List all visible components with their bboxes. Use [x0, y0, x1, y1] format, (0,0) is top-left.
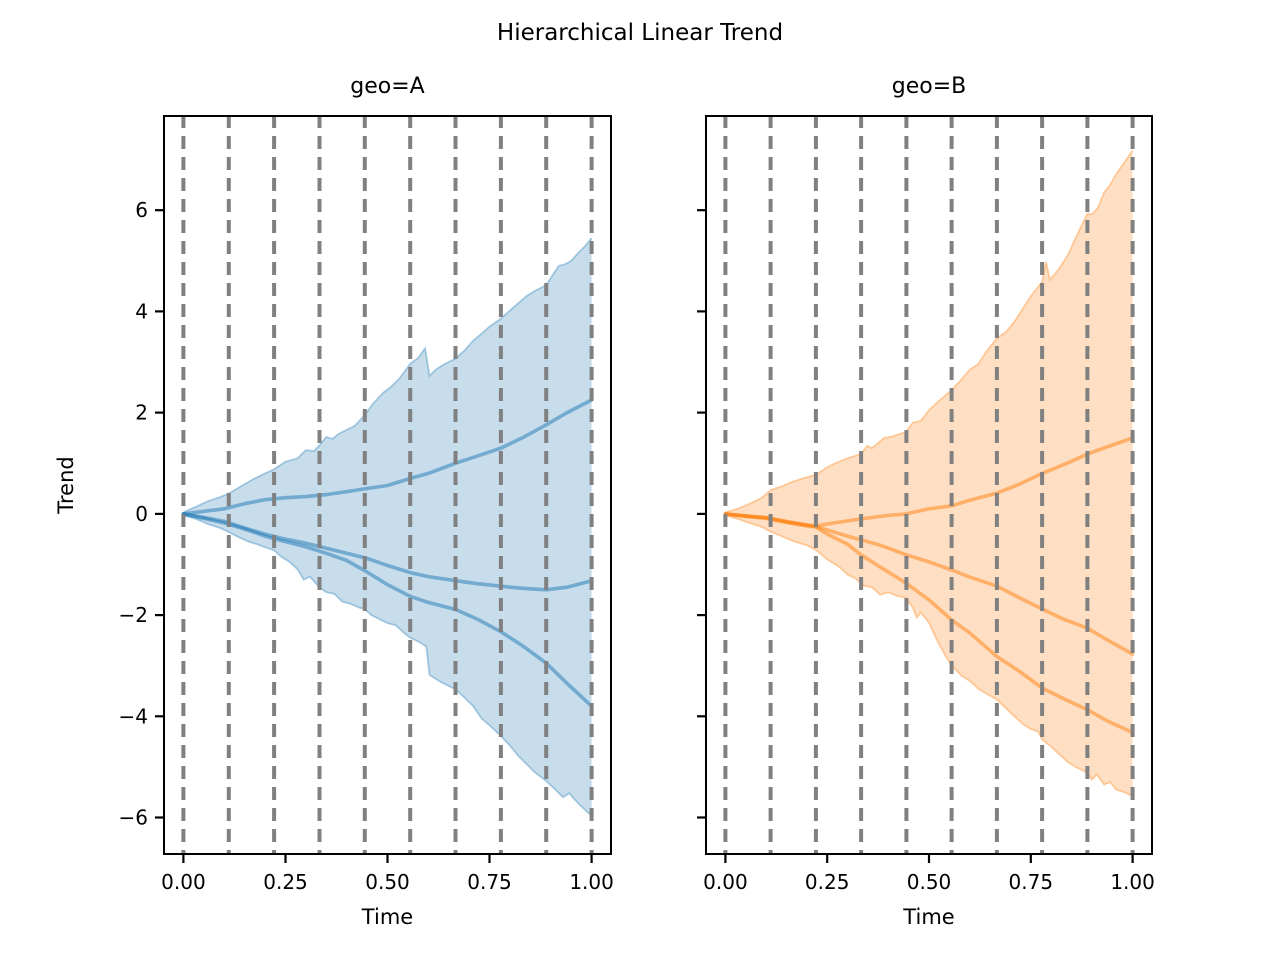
axes-spines	[705, 115, 1153, 855]
y-tick-label: 2	[135, 401, 148, 425]
band-bottom-edge	[725, 514, 1134, 798]
x-tick-label: 0.00	[161, 870, 206, 894]
x-tick-label: 0.75	[1009, 870, 1054, 894]
plot-area-geo-a: 0.00 0.25 0.50 0.75 1.00 6 4 2 0 −2 −4 −6	[119, 115, 614, 894]
plot-area-geo-b: 0.00 0.25 0.50 0.75 1.00	[697, 115, 1155, 894]
x-tick-label: 1.00	[569, 870, 614, 894]
x-tick-label: 0.50	[365, 870, 410, 894]
y-tick-label: −6	[119, 806, 148, 830]
y-tick-label: −2	[119, 603, 148, 627]
y-tick-label: 4	[135, 299, 148, 323]
axes-spines	[163, 115, 612, 855]
y-axis-label: Trend	[54, 456, 78, 514]
sample-trend-low-line	[181, 512, 594, 709]
sample-trend-up-line	[181, 398, 594, 516]
uncertainty-band	[183, 238, 592, 816]
y-tick-label: 0	[135, 502, 148, 526]
band-top-edge	[183, 237, 593, 514]
band-top-edge	[725, 149, 1134, 514]
x-tick-label: 0.75	[467, 870, 512, 894]
subplot-title-geo-b: geo=B	[891, 74, 967, 99]
x-tick-label: 0.25	[805, 870, 850, 894]
x-tick-label: 0.00	[703, 870, 748, 894]
subplot-title-geo-a: geo=A	[350, 74, 425, 99]
x-axis-label-geo-b: Time	[903, 905, 955, 929]
x-tick-label: 0.25	[263, 870, 308, 894]
x-tick-label: 1.00	[1110, 870, 1155, 894]
y-tick-label: −4	[119, 704, 148, 728]
x-tick-label: 0.50	[907, 870, 952, 894]
band-bottom-edge	[183, 514, 593, 817]
uncertainty-band	[725, 150, 1133, 797]
y-tick-label: 6	[135, 198, 148, 222]
figure-title: Hierarchical Linear Trend	[496, 20, 784, 46]
x-axis-label-geo-a: Time	[361, 905, 414, 929]
